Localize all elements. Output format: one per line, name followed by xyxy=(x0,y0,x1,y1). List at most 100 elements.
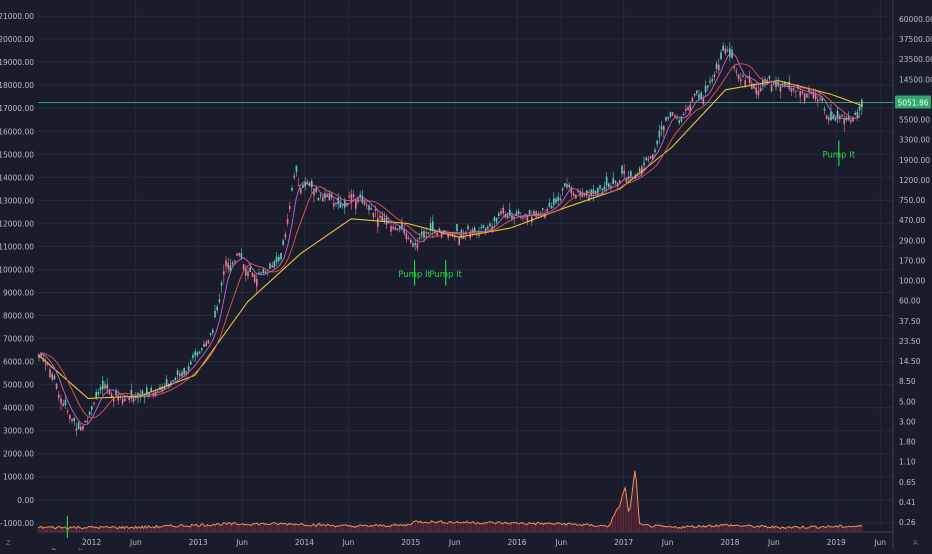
candle-body xyxy=(484,228,487,231)
candle-body xyxy=(577,190,579,192)
candle-body xyxy=(170,381,172,385)
candle-body xyxy=(253,274,256,282)
left-tick-label: 0.00 xyxy=(17,496,34,505)
right-tick-label: 5500.00 xyxy=(899,116,930,125)
candle-body xyxy=(194,351,196,356)
candle-body xyxy=(689,104,691,112)
candle-body xyxy=(412,242,414,248)
right-tick-label: 290.00 xyxy=(899,236,925,245)
candle-body xyxy=(436,232,438,236)
candle-body xyxy=(755,87,757,94)
candle-body xyxy=(300,187,302,194)
candle-body xyxy=(405,232,408,240)
candle-body xyxy=(381,215,383,222)
candle-body xyxy=(861,99,863,108)
candle-body xyxy=(289,206,291,209)
time-axis[interactable]: 2012 Jun 2013 Jun 2014 Jun 2015 Jun 2016 Jun 2017 J… xyxy=(82,538,886,547)
candle-body xyxy=(539,214,542,216)
candle-body xyxy=(482,225,485,229)
candle-body xyxy=(88,411,91,415)
candle-body xyxy=(528,210,531,215)
right-tick-label: 14500.00 xyxy=(899,75,932,84)
candle-body xyxy=(273,260,276,268)
candle-body xyxy=(148,392,150,396)
left-tick-label: 5000.00 xyxy=(3,381,34,390)
candle-body xyxy=(715,63,718,69)
candle-body xyxy=(212,330,214,333)
candle-body xyxy=(566,183,568,188)
right-log-axis[interactable]: 60000.0037500.0023500.0014500.008500.005… xyxy=(899,15,932,527)
candle-body xyxy=(141,390,144,395)
candle-body xyxy=(146,387,148,395)
candle-body xyxy=(847,115,850,121)
candle-body xyxy=(282,240,284,245)
candle-body xyxy=(495,217,498,223)
candle-body xyxy=(225,260,227,267)
candle-body xyxy=(597,187,599,193)
x-tick-label: Jun xyxy=(129,538,142,547)
left-tick-label: 20000.00 xyxy=(0,35,34,44)
candle-body xyxy=(179,373,181,377)
candle-body xyxy=(649,155,652,159)
right-tick-label: 14.50 xyxy=(899,357,921,366)
right-tick-label: 23.50 xyxy=(899,337,921,346)
candle-body xyxy=(113,397,115,402)
candle-body xyxy=(275,256,278,263)
candle-body xyxy=(229,265,232,272)
candle-body xyxy=(548,202,551,207)
candle-body xyxy=(500,211,502,214)
candle-body xyxy=(733,66,735,69)
candle-body xyxy=(385,217,388,225)
candle-body xyxy=(652,154,654,160)
pump-it-label: Pump It xyxy=(398,270,431,280)
candle-body xyxy=(614,180,617,183)
candle-body xyxy=(192,354,194,358)
candle-body xyxy=(520,216,522,218)
x-tick-label: Jun xyxy=(342,538,355,547)
x-tick-label: Jun xyxy=(554,538,567,547)
left-price-axis[interactable]: 21000.00 20000.00 19000.00 18000.00 17000.00… xyxy=(0,12,34,528)
x-tick-label: 2012 xyxy=(82,538,101,547)
left-tick-label: 6000.00 xyxy=(3,358,34,367)
candle-body xyxy=(698,94,700,99)
right-tick-label: 37.50 xyxy=(899,317,921,326)
candle-body xyxy=(84,420,86,423)
candle-body xyxy=(117,396,119,401)
candle-body xyxy=(790,88,793,92)
x-tick-label: Jun xyxy=(661,538,674,547)
candle-body xyxy=(205,342,207,347)
candle-body xyxy=(247,271,249,277)
candle-body xyxy=(801,91,804,94)
candle-body xyxy=(612,178,614,184)
candle-body xyxy=(251,272,254,277)
candle-body xyxy=(625,178,628,183)
right-tick-label: 1200.00 xyxy=(899,176,930,185)
candle-body xyxy=(220,282,223,286)
candle-body xyxy=(726,50,729,52)
candle-body xyxy=(242,264,245,270)
candle-body xyxy=(377,218,379,227)
candle-body xyxy=(498,213,500,217)
candle-body xyxy=(718,64,720,71)
candle-body xyxy=(665,117,667,121)
right-tick-label: 60.00 xyxy=(899,297,921,306)
current-price-badge xyxy=(895,95,931,109)
candle-body xyxy=(238,252,240,256)
left-tick-label: 2000.00 xyxy=(3,450,34,459)
x-tick-label: 2017 xyxy=(614,538,633,547)
price-badge-layer: 5051.86 xyxy=(895,95,931,109)
candle-body xyxy=(264,271,267,274)
candle-body xyxy=(423,231,425,238)
candle-body xyxy=(682,114,685,116)
right-tick-label: 0.26 xyxy=(899,518,916,527)
right-tick-label: 37500.00 xyxy=(899,35,932,44)
candle-body xyxy=(361,195,364,203)
x-tick-label: Jun xyxy=(448,538,461,547)
right-tick-label: 23500.00 xyxy=(899,55,932,64)
candle-body xyxy=(40,353,42,357)
moving-average-slow-line xyxy=(37,80,863,399)
candle-body xyxy=(165,378,168,387)
